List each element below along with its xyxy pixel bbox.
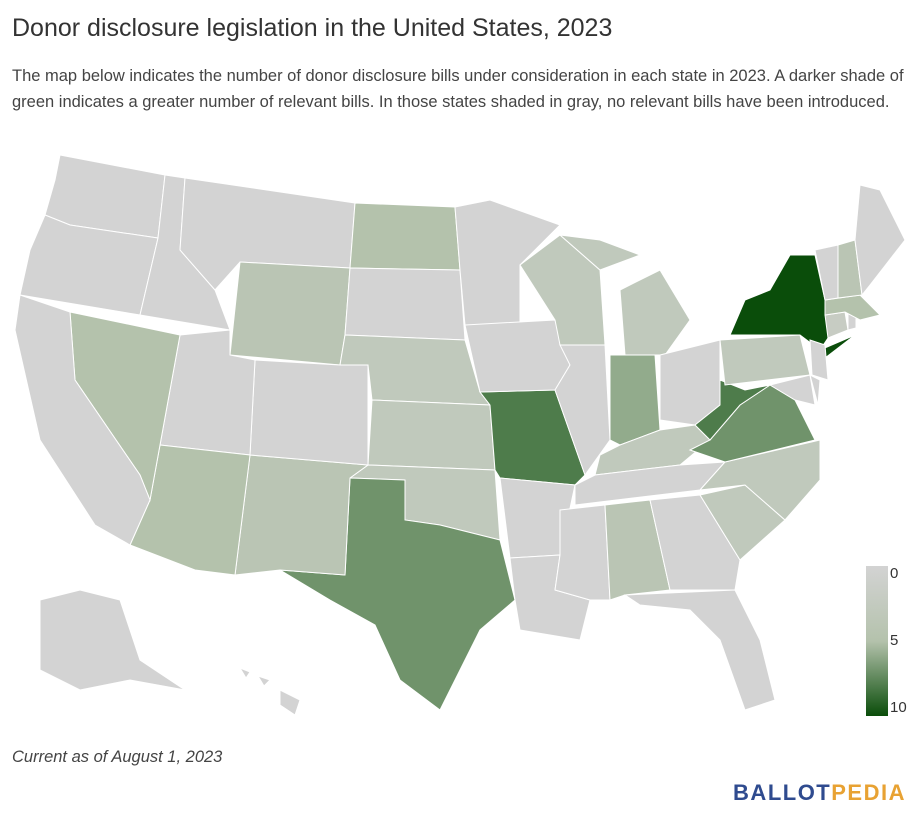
legend-tick-label: 5 — [890, 632, 898, 649]
logo: BALLOTPEDIA — [733, 780, 906, 806]
state — [809, 374, 821, 406]
map: 0 5 10 — [14, 154, 907, 716]
state — [229, 261, 351, 366]
state — [694, 379, 771, 441]
state — [604, 499, 671, 601]
state — [249, 359, 369, 466]
state — [649, 494, 741, 591]
state — [14, 294, 151, 546]
state — [609, 354, 661, 446]
legend-tick-label: 10 — [890, 699, 907, 716]
state — [367, 399, 496, 471]
legend-bar — [866, 566, 888, 716]
state — [279, 477, 516, 711]
subtitle: The map below indicates the number of do… — [12, 67, 904, 111]
state — [623, 589, 776, 711]
state — [238, 666, 301, 716]
state — [719, 334, 811, 386]
state — [454, 199, 561, 326]
state — [768, 374, 816, 406]
title: Donor disclosure legislation in the Unit… — [12, 14, 613, 42]
state — [39, 589, 186, 691]
state — [344, 267, 466, 341]
state — [824, 311, 849, 339]
logo-part: PEDIA — [831, 780, 906, 805]
state — [558, 234, 691, 356]
state — [554, 344, 611, 477]
state — [349, 202, 461, 271]
state — [554, 504, 611, 601]
state — [464, 319, 571, 393]
legend-tick-label: 0 — [890, 565, 898, 582]
footnote: Current as of August 1, 2023 — [12, 748, 223, 766]
state — [809, 339, 829, 381]
logo-part: BALLOT — [733, 780, 832, 805]
state — [854, 184, 906, 297]
